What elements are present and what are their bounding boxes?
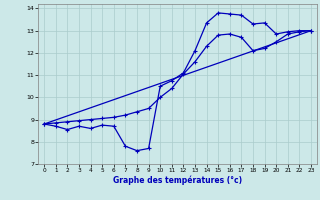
X-axis label: Graphe des températures (°c): Graphe des températures (°c) [113, 176, 242, 185]
